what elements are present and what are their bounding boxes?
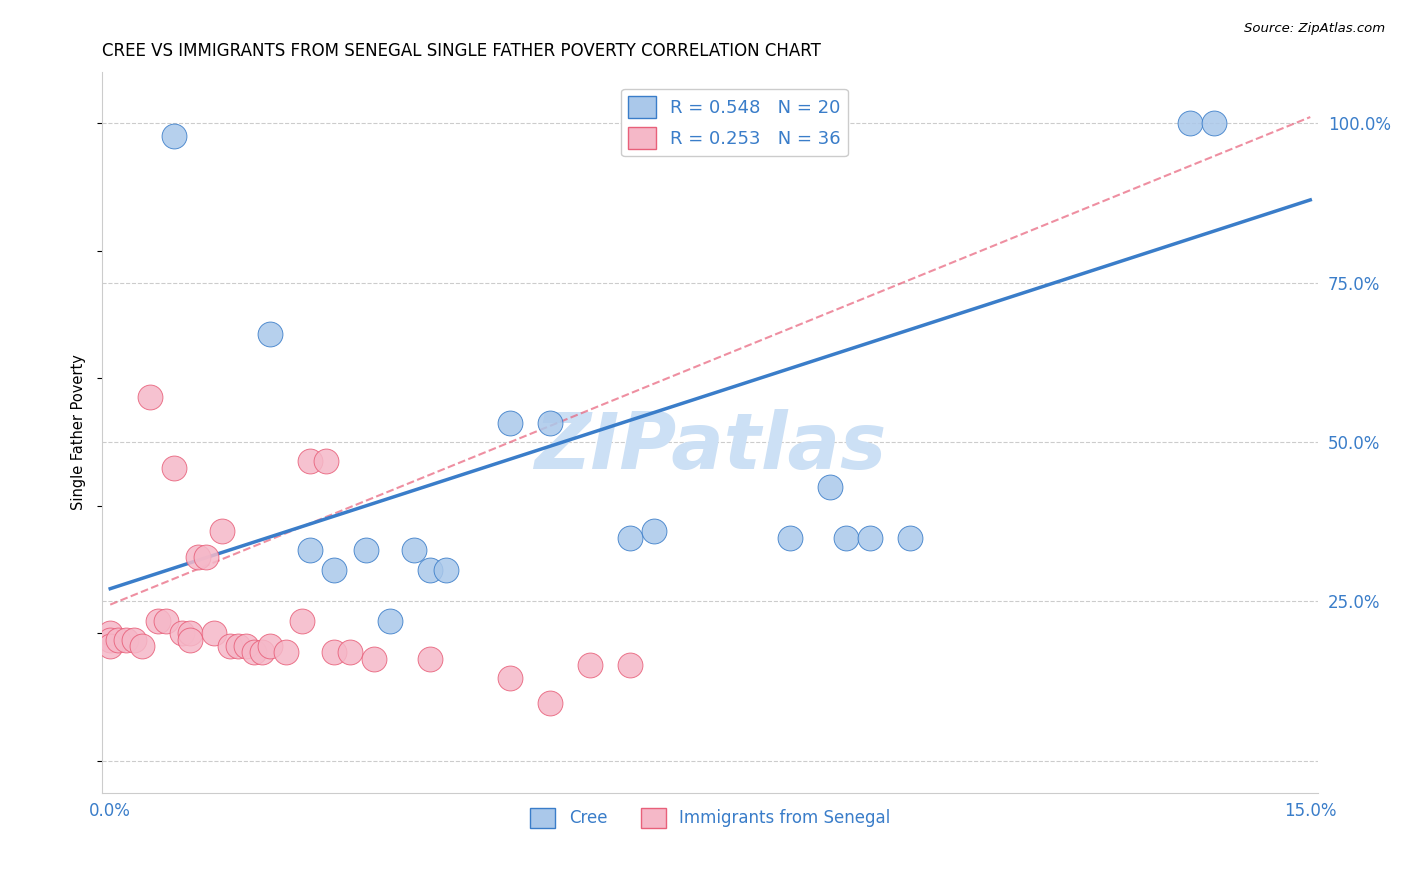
Point <box>291 614 314 628</box>
Point <box>139 391 162 405</box>
Point <box>243 645 266 659</box>
Point <box>195 549 218 564</box>
Legend: Cree, Immigrants from Senegal: Cree, Immigrants from Senegal <box>523 801 897 835</box>
Point <box>779 531 801 545</box>
Point <box>820 480 842 494</box>
Point <box>163 129 186 144</box>
Point <box>187 549 209 564</box>
Point <box>835 531 858 545</box>
Point <box>226 639 249 653</box>
Point <box>148 614 170 628</box>
Point <box>579 658 602 673</box>
Text: CREE VS IMMIGRANTS FROM SENEGAL SINGLE FATHER POVERTY CORRELATION CHART: CREE VS IMMIGRANTS FROM SENEGAL SINGLE F… <box>103 42 821 60</box>
Y-axis label: Single Father Poverty: Single Father Poverty <box>72 355 86 510</box>
Text: ZIPatlas: ZIPatlas <box>534 409 886 485</box>
Point <box>259 326 281 341</box>
Point <box>202 626 225 640</box>
Point <box>131 639 153 653</box>
Point <box>339 645 361 659</box>
Point <box>252 645 274 659</box>
Point <box>299 543 322 558</box>
Point <box>259 639 281 653</box>
Point <box>179 632 201 647</box>
Point <box>538 416 561 430</box>
Point <box>404 543 426 558</box>
Point <box>211 524 233 539</box>
Point <box>354 543 377 558</box>
Point <box>276 645 298 659</box>
Point <box>323 645 346 659</box>
Point <box>115 632 138 647</box>
Point <box>619 531 641 545</box>
Point <box>419 652 441 666</box>
Point <box>172 626 194 640</box>
Point <box>235 639 257 653</box>
Point <box>419 563 441 577</box>
Point <box>1180 116 1202 130</box>
Text: Source: ZipAtlas.com: Source: ZipAtlas.com <box>1244 22 1385 36</box>
Point <box>643 524 665 539</box>
Point <box>299 454 322 468</box>
Point <box>323 563 346 577</box>
Point <box>315 454 337 468</box>
Point <box>619 658 641 673</box>
Point <box>538 697 561 711</box>
Point <box>434 563 457 577</box>
Point <box>155 614 177 628</box>
Point <box>499 671 522 685</box>
Point <box>98 639 121 653</box>
Point <box>380 614 402 628</box>
Point <box>859 531 882 545</box>
Point <box>499 416 522 430</box>
Point <box>179 626 201 640</box>
Point <box>363 652 385 666</box>
Point <box>122 632 145 647</box>
Point <box>98 626 121 640</box>
Point <box>98 632 121 647</box>
Point <box>1204 116 1226 130</box>
Point <box>219 639 242 653</box>
Point <box>163 460 186 475</box>
Point <box>898 531 921 545</box>
Point <box>107 632 129 647</box>
